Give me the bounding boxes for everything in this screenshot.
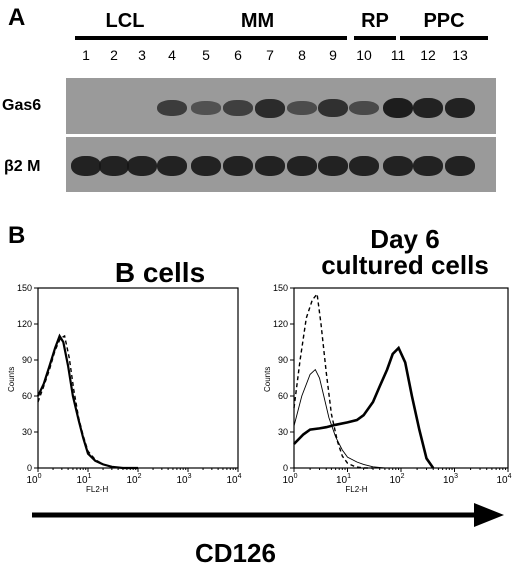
group-label-rp: RP bbox=[361, 10, 389, 32]
band-gas6-lane-6 bbox=[223, 100, 253, 116]
cultured-ytick-label-60: 60 bbox=[278, 391, 288, 401]
band-gas6-lane-9 bbox=[318, 98, 348, 118]
b-cells-ytick-label-60: 60 bbox=[22, 391, 32, 401]
lane-number-3: 3 bbox=[138, 47, 146, 63]
band-b2m-lane-8 bbox=[287, 155, 317, 177]
chart-title-cultured-line1: Day 6 bbox=[370, 224, 440, 254]
band-b2m-lane-1 bbox=[71, 155, 101, 177]
cultured-series-bold bbox=[293, 345, 435, 469]
band-gas6-lane-4 bbox=[157, 99, 187, 117]
band-b2m-lane-10 bbox=[349, 155, 379, 177]
band-b2m-lane-4 bbox=[157, 155, 187, 177]
cultured-xtick-label-2: 102 bbox=[389, 473, 404, 486]
band-b2m-lane-12 bbox=[413, 155, 443, 177]
row-label-gas6: Gas6 bbox=[2, 97, 42, 114]
band-b2m-lane-11 bbox=[383, 155, 413, 177]
lane-number-2: 2 bbox=[110, 47, 118, 63]
chart-title-cultured-line2: cultured cells bbox=[321, 250, 489, 280]
band-b2m-lane-2 bbox=[99, 155, 129, 177]
cultured-plot-frame bbox=[293, 287, 509, 469]
cultured-ytick-label-150: 150 bbox=[273, 283, 288, 293]
b-cells-ytick-label-150: 150 bbox=[17, 283, 32, 293]
cultured-series-dashed bbox=[293, 292, 373, 469]
band-gas6-lane-8 bbox=[287, 100, 317, 116]
group-bar-mm bbox=[162, 36, 347, 40]
cd126-arrow bbox=[32, 503, 504, 527]
row-label-b2m: β2 M bbox=[4, 158, 41, 175]
chart-title-cultured-cells: Day 6 cultured cells bbox=[290, 226, 520, 278]
lane-number-10: 10 bbox=[356, 47, 372, 63]
cultured-xtick-label-0: 100 bbox=[282, 473, 297, 486]
lane-number-6: 6 bbox=[234, 47, 242, 63]
lane-number-8: 8 bbox=[298, 47, 306, 63]
b-cells-ytick-label-0: 0 bbox=[27, 463, 32, 473]
band-b2m-lane-7 bbox=[255, 155, 285, 177]
cultured-ytick-label-120: 120 bbox=[273, 319, 288, 329]
cultured-series-thin bbox=[293, 368, 401, 469]
band-gas6-lane-13 bbox=[445, 97, 475, 119]
cultured-ylabel: Counts bbox=[263, 367, 272, 392]
cd126-label: CD126 bbox=[195, 538, 276, 568]
lane-number-12: 12 bbox=[420, 47, 436, 63]
group-bar-lcl bbox=[75, 36, 175, 40]
gel-strip-b2m bbox=[66, 137, 496, 192]
lane-number-11: 11 bbox=[390, 47, 406, 63]
band-b2m-lane-3 bbox=[127, 155, 157, 177]
b-cells-plot-frame bbox=[37, 287, 239, 469]
b-cells-ytick-label-90: 90 bbox=[22, 355, 32, 365]
group-label-lcl: LCL bbox=[105, 10, 145, 32]
chart-title-b-cells: B cells bbox=[114, 257, 206, 288]
lane-number-4: 4 bbox=[168, 47, 176, 63]
cultured-ytick-label-90: 90 bbox=[278, 355, 288, 365]
panel-a-label: A bbox=[8, 4, 26, 31]
band-b2m-lane-9 bbox=[318, 155, 348, 177]
panel-b-label: B bbox=[8, 222, 26, 249]
b-cells-xtick-label-3: 103 bbox=[176, 473, 191, 486]
lane-number-1: 1 bbox=[82, 47, 90, 63]
lane-number-7: 7 bbox=[266, 47, 274, 63]
group-bar-rp bbox=[354, 36, 396, 40]
cultured-xtick-label-3: 103 bbox=[443, 473, 458, 486]
gel-strip-gas6 bbox=[66, 78, 496, 134]
band-gas6-lane-5 bbox=[191, 101, 221, 115]
group-bar-ppc bbox=[400, 36, 488, 40]
cultured-xlabel: FL2-H bbox=[345, 485, 367, 494]
b-cells-ytick-label-30: 30 bbox=[22, 427, 32, 437]
b-cells-xtick-label-0: 100 bbox=[26, 473, 41, 486]
band-b2m-lane-6 bbox=[223, 155, 253, 177]
b-cells-xlabel: FL2-H bbox=[86, 485, 108, 494]
band-gas6-lane-12 bbox=[413, 97, 443, 119]
lane-number-5: 5 bbox=[202, 47, 210, 63]
band-b2m-lane-5 bbox=[191, 155, 221, 177]
band-gas6-lane-10 bbox=[349, 100, 379, 116]
b-cells-xtick-label-2: 102 bbox=[126, 473, 141, 486]
band-gas6-lane-7 bbox=[255, 98, 285, 118]
b-cells-xtick-label-4: 104 bbox=[226, 473, 241, 486]
cultured-ytick-label-0: 0 bbox=[283, 463, 288, 473]
lane-number-9: 9 bbox=[329, 47, 337, 63]
b-cells-ylabel: Counts bbox=[7, 367, 16, 392]
group-label-ppc: PPC bbox=[423, 10, 465, 32]
b-cells-series-solid bbox=[37, 333, 138, 470]
group-label-mm: MM bbox=[240, 10, 275, 32]
lane-number-13: 13 bbox=[452, 47, 468, 63]
b-cells-ytick-label-120: 120 bbox=[17, 319, 32, 329]
cd126-arrow-head bbox=[474, 503, 504, 527]
cultured-xtick-label-4: 104 bbox=[496, 473, 511, 486]
band-gas6-lane-11 bbox=[383, 97, 413, 119]
cultured-ytick-label-30: 30 bbox=[278, 427, 288, 437]
b-cells-series-dashed bbox=[37, 334, 138, 469]
band-b2m-lane-13 bbox=[445, 155, 475, 177]
